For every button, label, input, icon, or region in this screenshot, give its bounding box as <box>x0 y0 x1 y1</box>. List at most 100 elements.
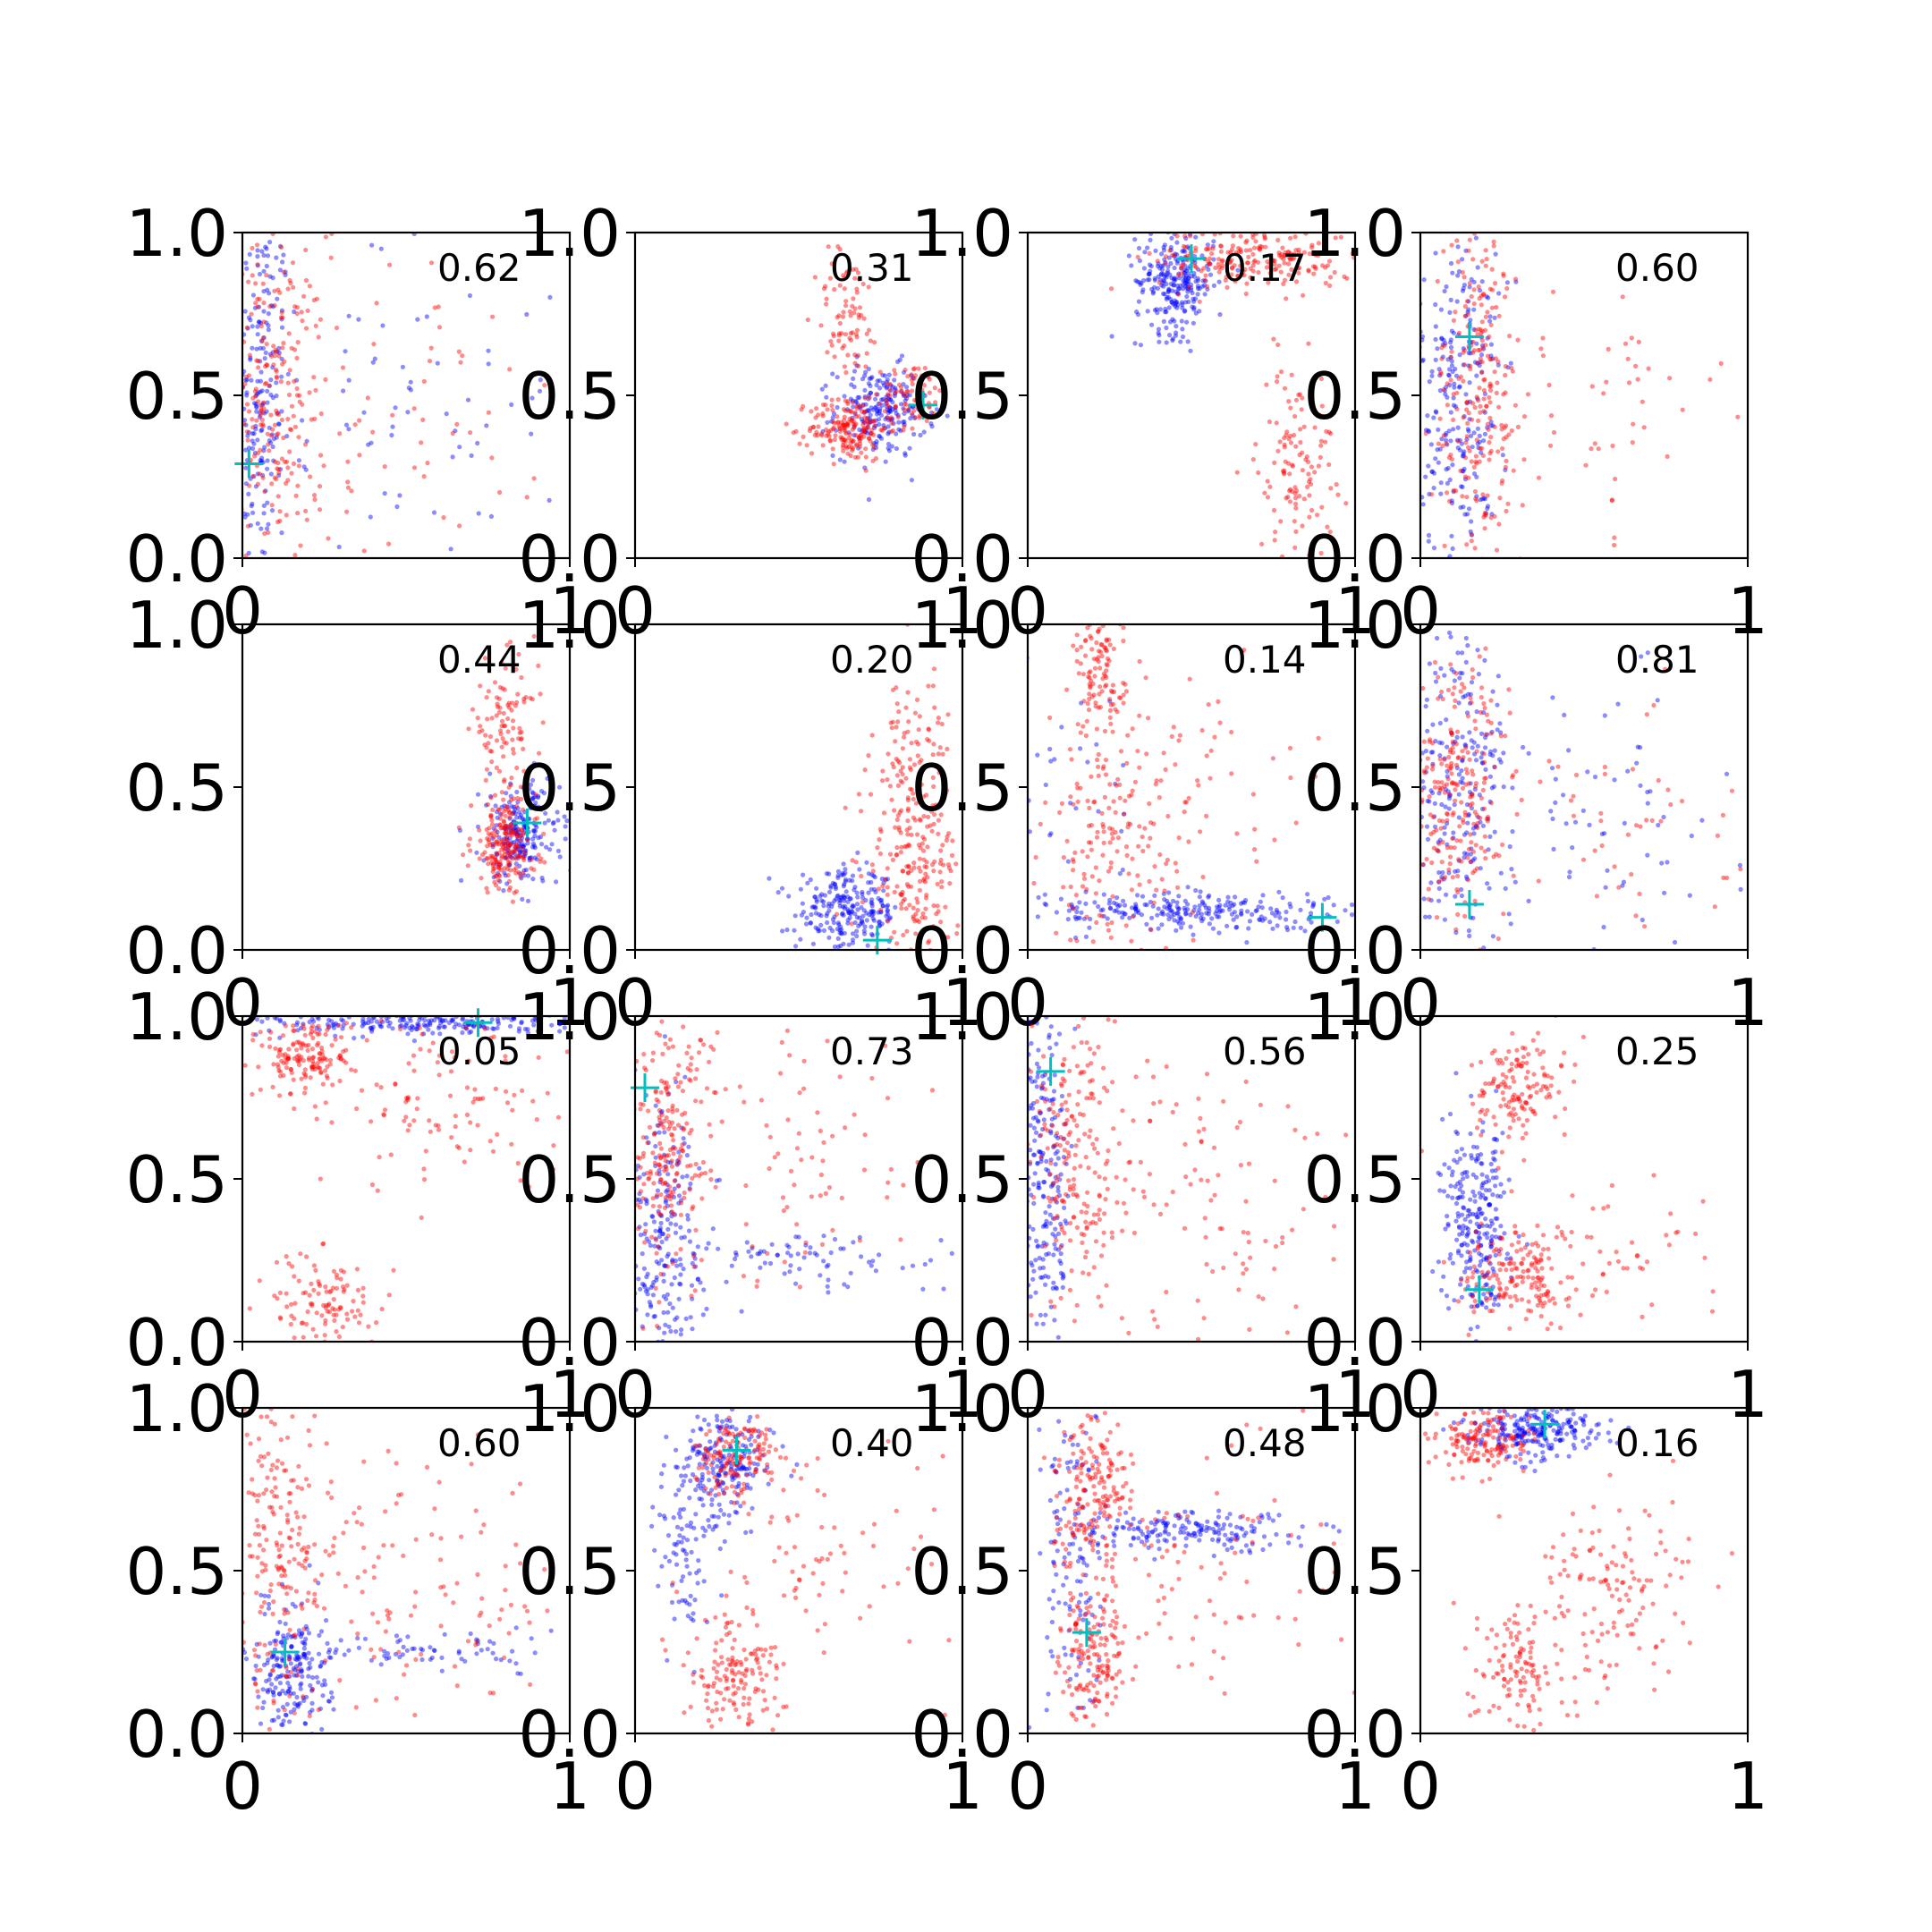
red-point <box>824 433 829 438</box>
blue-point <box>835 936 841 941</box>
red-point <box>1325 263 1330 268</box>
red-point <box>1462 809 1468 815</box>
red-point <box>1154 887 1159 893</box>
blue-point <box>307 562 311 566</box>
blue-point <box>1438 665 1444 672</box>
blue-point <box>469 1029 474 1034</box>
blue-point <box>1433 679 1439 684</box>
blue-point <box>1474 709 1479 715</box>
blue-point <box>1167 908 1173 913</box>
blue-point <box>1605 868 1610 873</box>
red-point <box>1101 840 1106 846</box>
red-point <box>812 432 818 438</box>
red-point <box>1097 878 1102 884</box>
blue-point <box>127 490 131 495</box>
red-point <box>1471 464 1477 470</box>
red-point <box>1078 661 1083 666</box>
red-point <box>286 1055 292 1061</box>
blue-point <box>855 402 860 407</box>
red-point <box>341 1048 346 1055</box>
red-point <box>902 731 907 736</box>
blue-point <box>263 350 268 355</box>
blue-point <box>1470 915 1476 920</box>
red-point <box>281 341 286 346</box>
blue-point <box>557 1021 563 1027</box>
red-point <box>491 861 496 867</box>
red-point <box>1492 424 1497 429</box>
blue-point <box>340 1026 345 1031</box>
blue-point <box>1471 831 1477 836</box>
red-point <box>229 328 233 333</box>
blue-point <box>469 453 474 458</box>
blue-point <box>855 394 860 400</box>
red-point <box>1462 313 1468 318</box>
blue-point <box>825 419 830 425</box>
blue-point <box>501 841 506 846</box>
blue-point <box>855 960 860 964</box>
blue-point <box>1462 283 1467 288</box>
blue-point <box>1285 928 1291 933</box>
blue-point <box>331 1021 336 1027</box>
blue-point <box>276 421 282 427</box>
red-point <box>1437 757 1443 762</box>
red-point <box>1455 889 1461 895</box>
red-point <box>919 758 924 763</box>
red-point <box>1082 638 1088 644</box>
blue-point <box>996 694 1000 699</box>
blue-point <box>1165 898 1170 904</box>
blue-point <box>1162 292 1167 297</box>
blue-point <box>275 349 280 354</box>
red-point <box>1456 857 1462 862</box>
red-point <box>860 402 866 408</box>
blue-point <box>275 296 280 301</box>
red-point <box>880 778 886 784</box>
red-point <box>835 414 840 419</box>
blue-point <box>259 427 265 433</box>
blue-point <box>253 1032 258 1038</box>
red-point <box>896 709 902 715</box>
blue-point <box>1429 373 1435 378</box>
red-point <box>1087 696 1092 702</box>
blue-point <box>463 1025 469 1030</box>
blue-point <box>249 504 254 509</box>
red-point <box>1104 637 1109 642</box>
blue-point <box>346 377 352 383</box>
red-point <box>521 832 526 837</box>
blue-point <box>775 890 781 895</box>
blue-point <box>1414 770 1419 775</box>
red-point <box>929 371 936 377</box>
red-point <box>885 401 890 406</box>
red-point <box>885 892 890 897</box>
blue-point <box>1180 334 1186 340</box>
blue-point <box>792 928 797 933</box>
blue-point <box>1157 333 1162 338</box>
red-point <box>1475 825 1480 831</box>
blue-point <box>798 886 804 892</box>
blue-point <box>885 377 890 382</box>
blue-point <box>1197 309 1202 314</box>
red-point <box>1460 749 1465 754</box>
red-point <box>916 741 921 747</box>
red-point <box>421 378 427 384</box>
blue-point <box>885 877 891 882</box>
blue-point <box>298 1025 304 1031</box>
red-point <box>290 260 296 266</box>
red-point <box>470 707 476 712</box>
blue-point <box>512 825 517 831</box>
red-point <box>910 388 915 394</box>
red-point <box>1234 470 1240 475</box>
blue-point <box>1310 903 1316 910</box>
red-point <box>918 818 923 823</box>
blue-point <box>1454 299 1460 304</box>
blue-point <box>256 390 261 395</box>
red-point <box>288 280 293 286</box>
red-point <box>1472 718 1478 724</box>
blue-point <box>1450 369 1455 375</box>
blue-point <box>501 888 506 894</box>
blue-point <box>867 912 872 918</box>
red-point <box>1613 476 1618 482</box>
blue-point <box>1094 741 1099 747</box>
blue-point <box>292 309 297 315</box>
blue-point <box>890 384 895 390</box>
red-point <box>272 302 277 309</box>
